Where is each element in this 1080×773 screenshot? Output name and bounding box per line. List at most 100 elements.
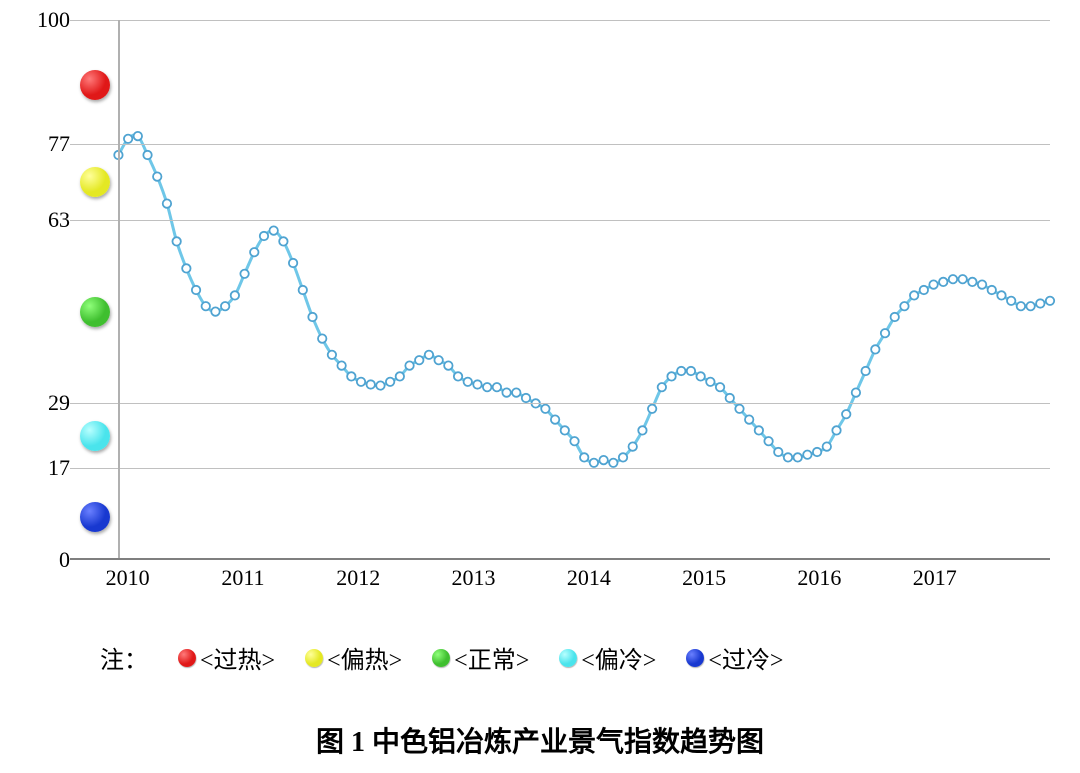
legend-label: <偏热> [327,640,402,675]
series-marker [988,286,996,294]
x-tick-label: 2012 [328,565,388,591]
series-marker [823,442,831,450]
series-marker [784,453,792,461]
series-marker [231,291,239,299]
series-marker [832,426,840,434]
series-marker [929,280,937,288]
y-tick-label: 0 [30,547,70,573]
legend-label: <正常> [454,640,529,675]
series-marker [250,248,258,256]
series-marker [163,199,171,207]
legend-prefix: 注： [100,640,148,675]
series-marker [677,367,685,375]
series-marker [696,372,704,380]
x-tick-label: 2016 [789,565,849,591]
series-marker [726,394,734,402]
x-tick-label: 2011 [213,565,273,591]
series-marker [386,378,394,386]
series-marker [755,426,763,434]
series-marker [541,405,549,413]
zone-marker-偏热 [80,167,110,197]
series-marker [891,313,899,321]
series-marker [512,388,520,396]
series-marker [202,302,210,310]
y-tick-label: 63 [30,207,70,233]
series-marker [415,356,423,364]
legend-item: <过热> [178,640,275,675]
legend-row: 注： <过热> <偏热> <正常> <偏冷> <过冷> [100,640,980,675]
legend-label: <过冷> [708,640,783,675]
plot-svg [70,20,1050,560]
series-marker [599,456,607,464]
legend-item: <偏热> [305,640,402,675]
legend-dot-icon [686,649,704,667]
series-marker [454,372,462,380]
gridline [70,220,1050,221]
series-marker [793,453,801,461]
series-marker [269,226,277,234]
series-marker [221,302,229,310]
series-marker [308,313,316,321]
series-marker [920,286,928,294]
series-marker [143,151,151,159]
series-marker [328,351,336,359]
series-marker [861,367,869,375]
series-marker [396,372,404,380]
y-tick-label: 29 [30,390,70,416]
series-marker [570,437,578,445]
series-marker [580,453,588,461]
series-marker [367,380,375,388]
series-marker [483,383,491,391]
series-marker [774,448,782,456]
series-marker [337,361,345,369]
series-marker [939,278,947,286]
legend-item: <过冷> [686,640,783,675]
series-marker [667,372,675,380]
series-marker [240,270,248,278]
series-marker [609,459,617,467]
x-tick-label: 2014 [559,565,619,591]
series-marker [134,132,142,140]
legend-dot-icon [559,649,577,667]
gridline [70,403,1050,404]
gridline [70,20,1050,21]
plot-area [70,20,1050,560]
series-marker [764,437,772,445]
series-marker [619,453,627,461]
zone-marker-过热 [80,70,110,100]
zone-marker-偏冷 [80,421,110,451]
series-marker [493,383,501,391]
series-marker [172,237,180,245]
series-marker [910,291,918,299]
legend-label: <偏冷> [581,640,656,675]
series-marker [260,232,268,240]
series-marker [978,280,986,288]
series-marker [900,302,908,310]
series-marker [347,372,355,380]
series-marker [803,451,811,459]
series-marker [376,381,384,389]
series-marker [842,410,850,418]
series-marker [192,286,200,294]
series-marker [629,442,637,450]
legend-dot-icon [305,649,323,667]
x-tick-label: 2013 [444,565,504,591]
series-marker [299,286,307,294]
series-marker [444,361,452,369]
y-tick-label: 100 [30,7,70,33]
series-marker [716,383,724,391]
zone-marker-过冷 [80,502,110,532]
legend-label: <过热> [200,640,275,675]
gridline [70,468,1050,469]
series-marker [153,172,161,180]
y-tick-label: 77 [30,131,70,157]
zone-marker-正常 [80,297,110,327]
series-marker [211,307,219,315]
legend-dot-icon [432,649,450,667]
series-marker [745,415,753,423]
series-marker [357,378,365,386]
series-marker [1007,297,1015,305]
legend-item: <偏冷> [559,640,656,675]
y-tick-label: 17 [30,455,70,481]
series-marker [1036,299,1044,307]
